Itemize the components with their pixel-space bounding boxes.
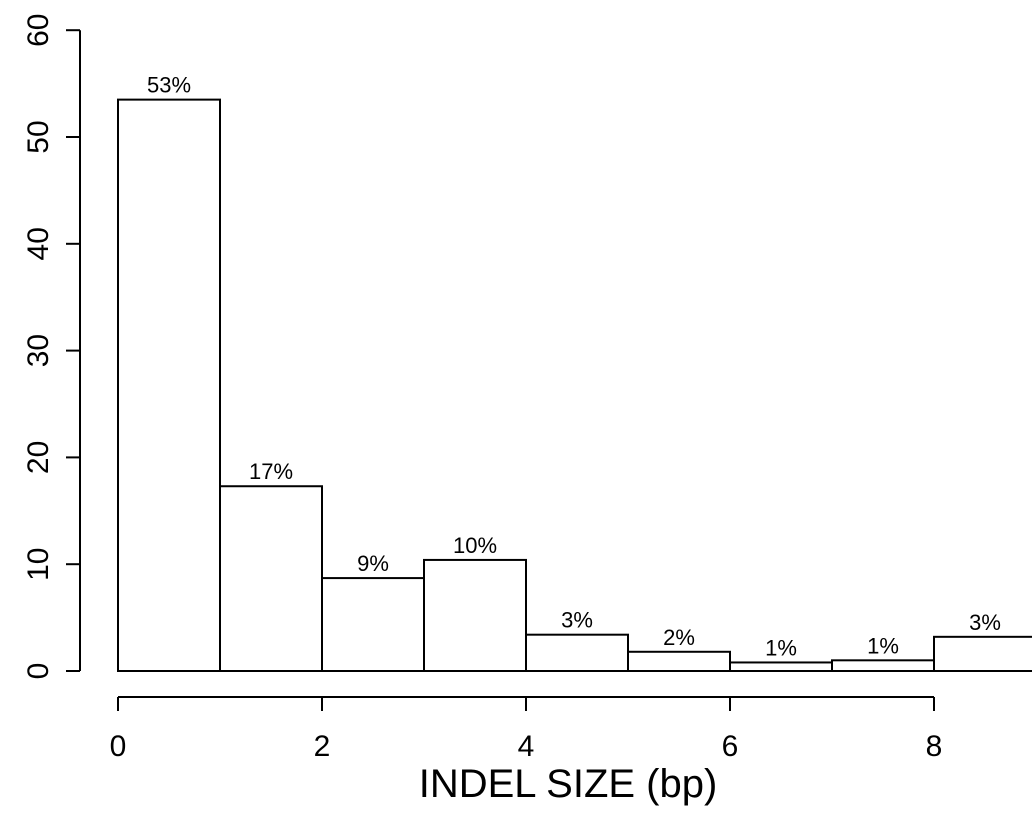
x-tick-label: 0 — [110, 730, 127, 763]
bar-value-label: 9% — [357, 551, 389, 576]
x-tick-label: 2 — [314, 730, 331, 763]
bar — [117, 98, 221, 673]
y-tick-label: 20 — [22, 441, 55, 474]
bar — [525, 633, 629, 672]
y-tick-label: 50 — [22, 120, 55, 153]
bar-value-label: 3% — [969, 610, 1001, 635]
y-tick-label: 40 — [22, 227, 55, 260]
bar — [423, 558, 527, 672]
bar — [321, 577, 425, 672]
bar — [933, 635, 1032, 672]
bar-value-label: 1% — [765, 635, 797, 660]
bar — [627, 650, 731, 673]
bar — [831, 659, 935, 673]
bar-value-label: 10% — [453, 533, 497, 558]
bar-value-label: 53% — [147, 73, 191, 98]
y-tick-label: 30 — [22, 334, 55, 367]
x-axis-title: INDEL SIZE (bp) — [419, 762, 718, 806]
bar — [219, 485, 323, 672]
y-tick-label: 60 — [22, 14, 55, 47]
x-tick-label: 6 — [722, 730, 739, 763]
y-tick-label: 0 — [22, 663, 55, 680]
bar-value-label: 3% — [561, 608, 593, 633]
y-tick-label: 10 — [22, 548, 55, 581]
bars — [117, 98, 1032, 673]
x-tick-label: 8 — [926, 730, 943, 763]
bar — [729, 661, 833, 672]
bar-value-label: 2% — [663, 625, 695, 650]
x-tick-label: 4 — [518, 730, 535, 763]
x-axis: 0 2 4 6 8 — [110, 696, 943, 763]
bar-value-label: 17% — [249, 459, 293, 484]
data-labels: 53% 17% 9% 10% 3% 2% 1% 1% 3% — [147, 73, 1001, 661]
bar-value-label: 1% — [867, 633, 899, 658]
y-axis: 0 10 20 30 40 50 60 — [22, 14, 81, 680]
